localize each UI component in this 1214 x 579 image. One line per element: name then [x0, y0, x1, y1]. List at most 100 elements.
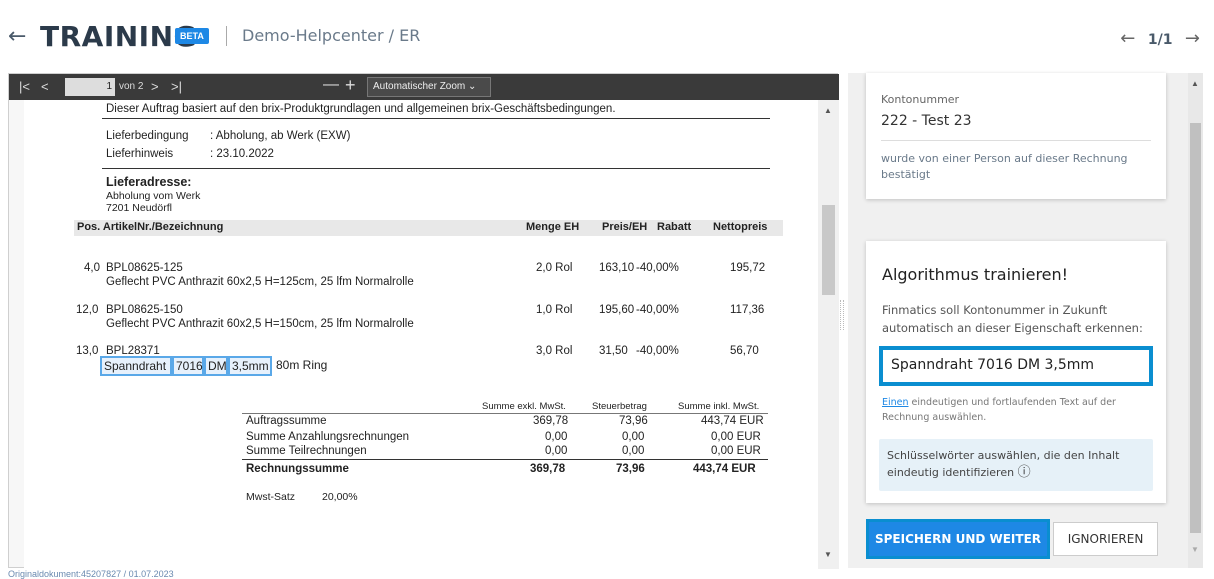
document-page: Dieser Auftrag basiert auf den brix-Prod…	[24, 100, 818, 569]
sum-value: 0,00	[622, 431, 645, 443]
prev-document-icon[interactable]: ←	[1120, 28, 1136, 49]
header-rabatt: Rabatt	[657, 221, 692, 233]
row-preis: 195,60	[599, 304, 635, 316]
divider	[242, 413, 768, 414]
header-menge: Menge EH	[526, 221, 580, 233]
panel-scrollbar[interactable]: ▲ ▼	[1188, 73, 1203, 568]
training-title: Algorithmus trainieren!	[882, 265, 1069, 284]
sum-value: 369,78	[530, 463, 566, 475]
page-number-input[interactable]: 1	[65, 78, 115, 96]
page-title: TRAINING	[40, 20, 198, 53]
scroll-down-icon[interactable]: ▼	[824, 550, 832, 559]
row-preis: 31,50	[599, 345, 628, 357]
sum-value: 0,00	[545, 431, 568, 443]
selected-token[interactable]: DM	[204, 356, 228, 376]
row-article: BPL08625-125	[106, 262, 183, 274]
mwst-value: 20,00%	[322, 491, 358, 503]
table-header: Pos. ArtikelNr./Bezeichnung Menge EH Pre…	[74, 220, 783, 236]
divider	[102, 118, 770, 119]
divider	[102, 168, 770, 169]
row-preis: 163,10	[599, 262, 635, 274]
zoom-select[interactable]: Automatischer Zoom ⌄	[367, 77, 491, 97]
sum-header: Summe inkl. MwSt.	[678, 401, 760, 412]
top-bar: ← TRAINING BETA Demo-Helpcenter / ER ← 1…	[0, 0, 1214, 72]
last-page-icon[interactable]: >|	[171, 79, 182, 94]
training-card: Algorithmus trainieren! Finmatics soll K…	[866, 241, 1166, 503]
sum-value: 0,00	[545, 445, 568, 457]
header-preis: Preis/EH	[602, 221, 648, 233]
original-document-link[interactable]: Originaldokument:45207827 / 01.07.2023	[8, 569, 174, 579]
document-pager: ← 1/1 →	[1120, 28, 1200, 49]
scroll-thumb[interactable]	[822, 205, 835, 295]
sum-label: Summe Anzahlungsrechnungen	[246, 431, 410, 443]
row-menge: 2,0 Rol	[536, 262, 573, 274]
row-description: 80m Ring	[276, 358, 328, 372]
sum-value: 73,96	[619, 415, 648, 427]
sum-label: Summe Teilrechnungen	[246, 445, 367, 457]
sum-value: 0,00	[622, 445, 645, 457]
mwst-label: Mwst-Satz	[246, 491, 296, 503]
address-line: Abholung vom Werk	[106, 190, 201, 202]
row-rabatt: -40,00%	[636, 345, 679, 357]
page-count-label: von 2	[119, 81, 144, 92]
prev-page-icon[interactable]: <	[41, 79, 49, 94]
first-page-icon[interactable]: |<	[19, 79, 30, 94]
next-page-icon[interactable]: >	[151, 79, 159, 94]
row-pos: 4,0	[84, 262, 100, 274]
sum-value: 369,78	[533, 415, 569, 427]
row-netto: 117,36	[730, 304, 765, 316]
training-value-field[interactable]: Spanndraht 7016 DM 3,5mm	[879, 346, 1153, 386]
intro-text: Dieser Auftrag basiert auf den brix-Prod…	[106, 103, 616, 115]
row-description: Geflecht PVC Anthrazit 60x2,5 H=125cm, 2…	[106, 276, 414, 288]
scroll-thumb[interactable]	[1190, 123, 1201, 533]
sum-value: 443,74 EUR	[701, 415, 764, 427]
selected-token[interactable]: 3,5mm	[228, 356, 272, 376]
row-rabatt: -40,00%	[636, 304, 679, 316]
ignore-button[interactable]: IGNORIEREN	[1053, 522, 1158, 556]
sum-value: 0,00 EUR	[711, 431, 761, 443]
row-rabatt: -40,00%	[636, 262, 679, 274]
save-and-next-button[interactable]: SPEICHERN UND WEITER	[866, 519, 1050, 559]
select-text-link[interactable]: Einen	[882, 397, 909, 408]
header-netto: Nettopreis	[713, 221, 768, 233]
header-pos: Pos. ArtikelNr./Bezeichnung	[77, 221, 224, 233]
info-icon[interactable]: ⓘ	[1017, 465, 1031, 480]
document-counter: 1/1	[1147, 32, 1173, 48]
account-card: Kontonummer 222 - Test 23 wurde von eine…	[866, 73, 1166, 199]
training-description: Finmatics soll Kontonummer in Zukunft au…	[882, 303, 1143, 335]
row-pos: 12,0	[76, 304, 99, 316]
selected-token[interactable]: Spanndraht	[100, 356, 172, 376]
keyword-hint: Schlüsselwörter auswählen, die den Inhal…	[879, 439, 1153, 491]
selection-instruction: Einen eindeutigen und fortlaufenden Text…	[882, 397, 1116, 423]
viewer-toolbar: |< < 1 von 2 > >| — + Automatischer Zoom…	[9, 74, 839, 100]
sum-header: Summe exkl. MwSt.	[482, 401, 566, 412]
zoom-out-icon[interactable]: —	[323, 76, 339, 93]
breadcrumb: Demo-Helpcenter / ER	[242, 26, 421, 45]
row-menge: 1,0 Rol	[536, 304, 573, 316]
lieferadresse-title: Lieferadresse:	[106, 175, 192, 189]
divider	[242, 459, 768, 460]
zoom-in-icon[interactable]: +	[345, 75, 356, 95]
sum-value: 443,74 EUR	[693, 463, 756, 475]
row-description: Geflecht PVC Anthrazit 60x2,5 H=150cm, 2…	[106, 318, 414, 330]
viewer-scrollbar[interactable]: ▲ ▼	[818, 100, 839, 569]
row-article: BPL08625-150	[106, 304, 183, 316]
lieferbedingung-value: : Abholung, ab Werk (EXW)	[210, 130, 351, 142]
pdf-viewer: |< < 1 von 2 > >| — + Automatischer Zoom…	[8, 73, 839, 569]
account-label: Kontonummer	[881, 93, 960, 106]
account-note: wurde von einer Person auf dieser Rechnu…	[881, 152, 1128, 181]
selected-token[interactable]: 7016	[172, 356, 204, 376]
sum-label: Rechnungssumme	[246, 463, 349, 475]
next-document-icon[interactable]: →	[1184, 28, 1200, 49]
lieferhinweis-value: : 23.10.2022	[210, 148, 274, 160]
scroll-up-icon[interactable]: ▲	[824, 106, 832, 115]
row-netto: 56,70	[730, 345, 759, 357]
divider	[226, 26, 227, 46]
panel-resize-handle[interactable]	[840, 300, 844, 330]
scroll-up-icon[interactable]: ▲	[1191, 79, 1199, 88]
scroll-down-icon[interactable]: ▼	[1191, 545, 1199, 554]
account-value: 222 - Test 23	[881, 113, 972, 129]
right-panel: Kontonummer 222 - Test 23 wurde von eine…	[848, 73, 1203, 568]
row-netto: 195,72	[730, 262, 766, 274]
back-arrow-icon[interactable]: ←	[8, 24, 27, 49]
